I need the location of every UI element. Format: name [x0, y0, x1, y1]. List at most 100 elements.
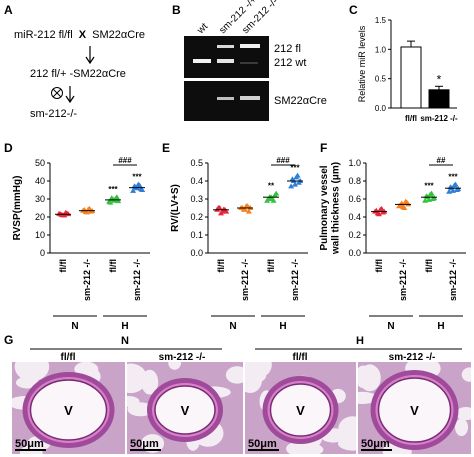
alveolar-space: [245, 362, 272, 380]
bracket-label: ##: [437, 156, 446, 165]
y-axis-title: RV/(LV+S): [170, 184, 181, 232]
bracket-label: ###: [118, 156, 132, 165]
y-tick-label: 0.8: [348, 176, 361, 186]
column-label-4: sm-212 -/-: [389, 352, 436, 362]
y-tick-label: 0.2: [348, 230, 361, 240]
y-tick-label: 0.0: [348, 248, 361, 258]
panel-g-letter: G: [4, 333, 13, 347]
data-point: [245, 208, 252, 214]
group-label-n: N: [387, 321, 394, 332]
x-tick-label: sm-212 -/-: [290, 259, 300, 301]
y-tick-label: 0.1: [190, 230, 203, 240]
panel-b-letter: B: [172, 3, 181, 17]
band-label-212wt: 212 wt: [274, 57, 306, 69]
data-point: [130, 187, 137, 193]
alveolar-space: [15, 376, 39, 389]
cross-symbol: X: [79, 29, 87, 41]
y-tick-label: 1.0: [375, 45, 387, 54]
bar: [400, 46, 422, 109]
data-point: [450, 187, 456, 193]
y-axis-title: Pulmonary vesselwall thickness (μm): [319, 162, 342, 255]
data-point: [376, 211, 382, 217]
y-tick-label: 0.0: [190, 248, 203, 258]
histology-image: V 50μm: [245, 362, 356, 454]
gel-image-genotype: [184, 36, 269, 78]
data-point: [139, 187, 146, 192]
y-tick-label: 1.5: [375, 16, 387, 25]
data-point: [242, 206, 248, 212]
x-tick-label: fl/fl: [216, 259, 226, 273]
scale-bar-label: 50μm: [15, 438, 44, 450]
alveolar-space: [168, 362, 182, 370]
column-label-1: fl/fl: [61, 352, 76, 362]
y-tick-label: 0.5: [375, 75, 387, 84]
alveolar-space: [358, 364, 381, 392]
group-label-h: H: [356, 335, 364, 347]
significance-star: ***: [108, 185, 118, 194]
x-tick-label: fl/fl: [266, 259, 276, 273]
data-point: [65, 211, 72, 217]
panel-d-letter: D: [4, 141, 13, 155]
cross-line-3: sm-212-/-: [30, 108, 77, 120]
scale-bar-label: 50μm: [361, 438, 390, 450]
x-tick-label: sm-212 -/-: [82, 259, 92, 301]
arrow-down-icon: [85, 46, 95, 65]
histology-image: V 50μm: [127, 362, 243, 454]
alveolar-space: [454, 418, 469, 437]
y-tick-label: 0.4: [190, 176, 203, 186]
significance-star: **: [268, 182, 275, 191]
self-cross-icon: [51, 87, 63, 99]
significance-star: ***: [132, 173, 142, 182]
bar: [428, 89, 450, 109]
gel-bands: [193, 44, 260, 64]
panel-a: A miR-212 fl/fl X SM22αCre 212 fl/+ -SM2…: [4, 3, 145, 120]
group-label-n: N: [71, 321, 78, 332]
y-tick-label: 10: [35, 230, 45, 240]
y-tick-label: 50: [35, 158, 45, 168]
group-label-h: H: [279, 321, 286, 332]
panel-g-header: G N H fl/fl sm-212 -/- fl/fl sm-212 -/-: [4, 333, 462, 362]
scale-bar-label: 50μm: [248, 438, 277, 450]
data-point: [426, 196, 432, 202]
bracket-label: ###: [276, 156, 290, 165]
alveolar-space: [461, 367, 471, 382]
data-point: [268, 194, 274, 200]
vessel-label: V: [64, 403, 73, 418]
panel-f-chart: F 0.0 0.2 0.4 0.6 0.8 1.0 Pulmonary vesselwall…: [319, 141, 466, 332]
y-tick-label: 0.4: [348, 212, 361, 222]
group-label-n: N: [121, 335, 129, 347]
panel-c-letter: C: [349, 3, 358, 17]
x-tick-label: sm-212 -/-: [448, 259, 458, 301]
vessel-lumen: [377, 377, 452, 443]
data-point: [289, 176, 296, 182]
y-tick-label: 0.6: [348, 194, 361, 204]
data-point: [136, 182, 143, 188]
band-label-sm22cre: SM22αCre: [274, 95, 327, 107]
y-tick-label: 20: [35, 212, 45, 222]
panel-b: B wt sm-212 -/+ sm-212 -/- 212 fl 212 wt…: [172, 0, 327, 121]
x-tick-label: sm-212 -/-: [398, 259, 408, 301]
data-point: [86, 205, 93, 211]
y-tick-label: 30: [35, 194, 45, 204]
alveolar-space: [455, 407, 471, 421]
y-tick-label: 0.3: [190, 194, 203, 204]
data-point: [288, 183, 295, 189]
data-point: [428, 190, 435, 196]
y-tick-label: 0: [40, 248, 45, 258]
vessel-label: V: [296, 403, 305, 418]
significance-star: *: [437, 72, 442, 86]
panel-e-letter: E: [162, 141, 170, 155]
x-tick-label: sm-212 -/-: [420, 114, 458, 123]
alveolar-space: [14, 362, 50, 382]
data-point: [218, 210, 224, 216]
gel-image-cre: [184, 81, 269, 121]
data-point: [378, 205, 385, 211]
histology-image: V 50μm: [12, 362, 125, 454]
y-tick-label: 0.0: [375, 104, 387, 113]
significance-star: ***: [290, 164, 300, 173]
data-point: [294, 172, 301, 178]
gel-bands-cre: [217, 96, 260, 100]
data-point: [400, 204, 406, 210]
panel-a-letter: A: [4, 3, 13, 17]
data-point: [292, 181, 298, 187]
